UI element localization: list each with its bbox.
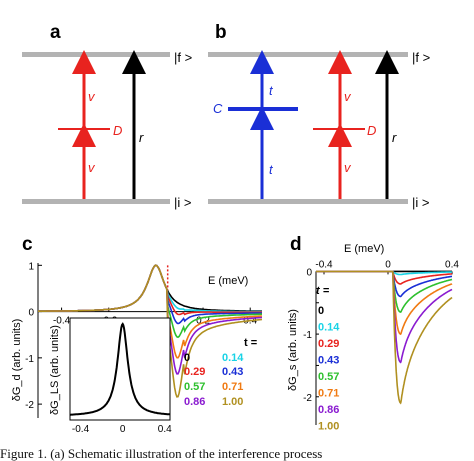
panel-d-series-0.14: [316, 270, 452, 276]
label-f-a: |f >: [174, 50, 192, 65]
panel-c-inset-xtick-label: 0.4: [158, 424, 172, 435]
panel-d: d E (meV) -0.4 0 0.4-2-10 δG_s (arb. units…: [287, 234, 459, 433]
label-d-b: D: [367, 123, 376, 138]
panel-d-legend-0.71: 0.71: [318, 388, 339, 400]
panel-d-legend: t = 0 0.14 0.29 0.43 0.57 0.71 0.86 1.00: [316, 285, 340, 433]
panel-b-letter: b: [215, 22, 227, 43]
panel-d-legend-0.57: 0.57: [318, 371, 339, 383]
label-i-a: |i >: [174, 195, 191, 210]
panel-c-legend-title: t =: [244, 337, 257, 349]
panel-c: c -2-101-0.4-0.20.20.4 E (meV) δG_d (arb…: [11, 234, 263, 435]
panel-c-legend-0: 0: [184, 352, 190, 364]
panel-d-series-0.86: [316, 270, 453, 364]
panel-c-legend-1.00: 1.00: [222, 396, 243, 408]
level-i-b: [208, 199, 408, 204]
level-f-b: [208, 52, 408, 57]
panel-c-curves: [38, 264, 263, 398]
panel-b: b |f > |i > C t t v v D r: [208, 22, 430, 210]
panel-d-legend-0.14: 0.14: [318, 322, 340, 334]
label-c-b: C: [213, 101, 223, 116]
panel-d-series-0.29: [316, 270, 452, 285]
panel-d-legend-0.86: 0.86: [318, 404, 339, 416]
panel-d-legend-1.00: 1.00: [318, 421, 339, 433]
panel-c-xlabel: E (meV): [208, 275, 248, 287]
panel-d-xtick-label: 0: [385, 259, 391, 270]
label-f-b: |f >: [412, 50, 430, 65]
panel-d-legend-title: t =: [316, 285, 330, 297]
panel-c-ytick-label: 1: [28, 261, 34, 272]
level-f-a: [22, 52, 170, 57]
level-i-a: [22, 199, 170, 204]
panel-a-letter: a: [50, 22, 61, 43]
panel-d-ytick-label: 0: [306, 267, 312, 278]
panel-d-ylabel: δG_s (arb. units): [287, 309, 299, 391]
panel-c-xtick-label: -0.4: [53, 316, 71, 327]
label-r-a: r: [139, 130, 144, 145]
label-i-b: |i >: [412, 195, 429, 210]
panel-c-series-0: [38, 264, 262, 312]
panel-c-series-1.00: [38, 264, 263, 398]
panel-c-legend-0.43: 0.43: [222, 366, 243, 378]
label-v-bottom-a: v: [88, 160, 96, 175]
panel-c-inset-xtick-label: -0.4: [72, 424, 90, 435]
label-r-b: r: [392, 130, 397, 145]
panel-d-xtick-label: 0.4: [445, 259, 459, 270]
panel-d-letter: d: [290, 234, 302, 255]
panel-c-legend: t = 0 0.14 0.29 0.43 0.57 0.71 0.86 1.00: [184, 337, 257, 408]
panel-c-letter: c: [22, 234, 33, 255]
panel-c-ytick-label: 0: [28, 308, 34, 319]
panel-c-legend-0.71: 0.71: [222, 381, 243, 393]
panel-d-series-0.43: [316, 270, 452, 298]
panel-c-series-0.29: [38, 264, 262, 316]
panel-c-legend-0.57: 0.57: [184, 381, 205, 393]
figure: a |f > |i > v v D r b |f > |i > C t t v …: [11, 22, 459, 435]
panel-d-ytick-label: -1: [303, 330, 312, 341]
label-d-a: D: [113, 123, 122, 138]
panel-d-series-1.00: [316, 270, 453, 405]
panel-d-legend-0.29: 0.29: [318, 338, 339, 350]
panel-c-ytick-label: -2: [25, 400, 34, 411]
panel-c-inset: -0.4 0 0.4: [69, 317, 172, 435]
label-v-top-b: v: [344, 89, 352, 104]
panel-d-xtick-label: -0.4: [315, 259, 333, 270]
panel-c-ylabel: δG_d (arb. units): [11, 319, 23, 402]
panel-d-xlabel: E (meV): [344, 243, 384, 255]
panel-c-legend-0.29: 0.29: [184, 366, 205, 378]
panel-d-curves: [316, 270, 453, 405]
panel-d-series-0.57: [316, 270, 453, 313]
label-t-top-b: t: [269, 83, 274, 98]
panel-d-legend-0.43: 0.43: [318, 355, 339, 367]
panel-c-ytick-label: -1: [25, 354, 34, 365]
panel-d-ytick-label: -2: [303, 393, 312, 404]
panel-d-legend-0: 0: [318, 305, 324, 317]
label-v-top-a: v: [88, 89, 96, 104]
panel-c-series-0.14: [38, 264, 262, 313]
panel-c-inset-ylabel: δG_LS (arb. units): [49, 325, 61, 415]
panel-d-series-0.71: [316, 270, 453, 336]
panel-c-xtick-label: 0.2: [196, 316, 210, 327]
panel-c-legend-0.14: 0.14: [222, 352, 244, 364]
panel-c-inset-curve: [70, 322, 171, 416]
panel-c-legend-0.86: 0.86: [184, 396, 205, 408]
label-t-bottom-b: t: [269, 162, 274, 177]
panel-a: a |f > |i > v v D r: [22, 22, 192, 210]
label-v-bottom-b: v: [344, 160, 352, 175]
figure-caption: Figure 1. (a) Schematic illustration of …: [0, 446, 323, 461]
panel-c-inset-xtick-label: 0: [120, 424, 126, 435]
